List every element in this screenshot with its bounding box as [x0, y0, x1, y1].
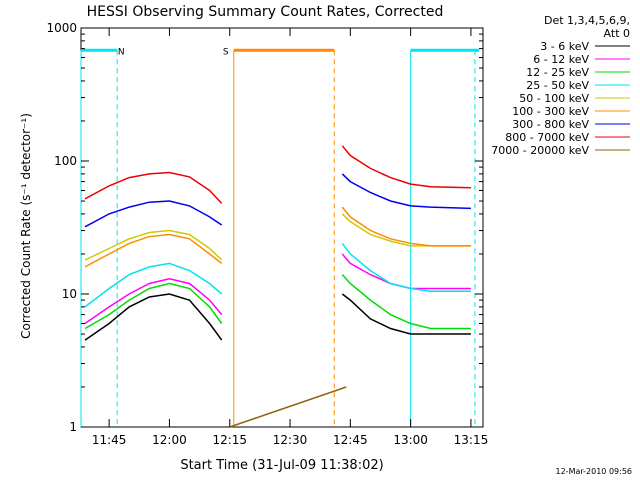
x-tick-label: 12:00 [152, 433, 187, 447]
legend-label: 50 - 100 keV [519, 92, 589, 105]
x-tick-label: 12:30 [273, 433, 308, 447]
y-tick-label: 10 [62, 287, 77, 301]
series-line [84, 173, 471, 228]
x-tick-label: 11:45 [92, 433, 127, 447]
region-annotation: S [223, 47, 229, 57]
series-line [84, 242, 471, 308]
series-line [84, 213, 471, 261]
axes: 11:45 12:00 12:15 12:30 12:45 13:00 13:15 1 10 10… [46, 21, 488, 447]
legend-label: 7000 - 20000 keV [491, 144, 589, 157]
legend-title-line1: Det 1,3,4,5,6,9, [544, 14, 630, 27]
x-tick-label: 12:45 [333, 433, 368, 447]
legend-label: 3 - 6 keV [540, 40, 589, 53]
y-tick-label: 1 [69, 420, 77, 434]
legend-label: 300 - 800 keV [512, 118, 589, 131]
legend-label: 800 - 7000 keV [505, 131, 589, 144]
chart-title: HESSI Observing Summary Count Rates, Cor… [87, 4, 444, 20]
series-line [84, 274, 471, 330]
series-line [229, 386, 347, 428]
y-tick-label: 1000 [46, 21, 77, 35]
legend-label: 100 - 300 keV [512, 105, 589, 118]
x-axis-label: Start Time (31-Jul-09 11:38:02) [180, 458, 383, 473]
legend-label: 6 - 12 keV [533, 53, 589, 66]
footer-date: 12-Mar-2010 09:56 [556, 467, 633, 476]
y-tick-label: 100 [54, 154, 77, 168]
x-tick-label: 13:00 [393, 433, 428, 447]
legend-title-line2: Att 0 [604, 27, 630, 40]
x-tick-label: 13:15 [454, 433, 489, 447]
y-axis-label: Corrected Count Rate (s⁻¹ detector⁻¹) [19, 113, 33, 339]
x-tick-label: 12:15 [212, 433, 247, 447]
series-line [84, 145, 471, 204]
series-line [84, 293, 471, 341]
region-annotation: N [118, 47, 125, 57]
legend-label: 12 - 25 keV [526, 66, 589, 79]
plot-frame [80, 27, 484, 428]
series-line [84, 206, 471, 268]
legend-label: 25 - 50 keV [526, 79, 589, 92]
series-group [84, 145, 471, 428]
